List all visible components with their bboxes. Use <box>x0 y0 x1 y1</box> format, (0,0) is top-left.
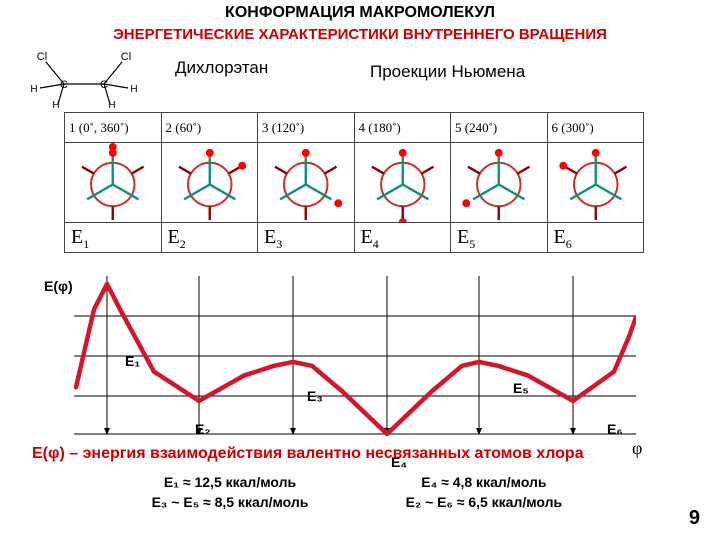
e-label-2: E2 <box>161 223 258 253</box>
newman-header-6: 6 (300˚) <box>547 113 644 143</box>
svg-text:Cl: Cl <box>37 51 47 63</box>
e-label-1: E1 <box>65 223 162 253</box>
e-label-3: E3 <box>258 223 355 253</box>
e-label-4: E4 <box>354 223 451 253</box>
curve-label-e2: E₂ <box>195 421 211 437</box>
svg-text:H: H <box>52 100 59 108</box>
energy-chart <box>74 276 636 436</box>
newman-proj-3 <box>258 143 355 223</box>
e3e5-value: E₃ ~ E₅ ≈ 8,5 ккал/моль <box>100 494 360 510</box>
newman-proj-6 <box>547 143 644 223</box>
curve-label-e5: E₅ <box>513 380 529 396</box>
svg-text:Cl: Cl <box>121 51 131 63</box>
svg-text:H: H <box>30 84 37 95</box>
newman-proj-2 <box>161 143 258 223</box>
newman-header-2: 2 (60˚) <box>161 113 258 143</box>
newman-label: Проекции Ньюмена <box>370 62 525 82</box>
title-sub: ЭНЕРГЕТИЧЕСКИЕ ХАРАКТЕРИСТИКИ ВНУТРЕННЕГ… <box>0 26 720 43</box>
curve-label-e6: E₆ <box>607 421 623 437</box>
newman-proj-1 <box>65 143 162 223</box>
svg-text:H: H <box>108 100 115 108</box>
x-axis-label: φ <box>632 438 642 459</box>
title-main: КОНФОРМАЦИЯ МАКРОМОЛЕКУЛ <box>0 4 720 22</box>
svg-text:C: C <box>60 79 68 91</box>
newman-header-5: 5 (240˚) <box>451 113 548 143</box>
newman-proj-4 <box>354 143 451 223</box>
newman-table: 1 (0˚, 360˚)2 (60˚)3 (120˚)4 (180˚)5 (24… <box>64 112 644 253</box>
newman-header-4: 4 (180˚) <box>354 113 451 143</box>
curve-label-e3: E₃ <box>307 388 323 404</box>
e2e6-value: E₂ ~ E₆ ≈ 6,5 ккал/моль <box>364 494 604 510</box>
curve-label-e1: E₁ <box>125 353 140 369</box>
e1-value: E₁ ≈ 12,5 ккал/моль <box>100 474 360 490</box>
newman-header-1: 1 (0˚, 360˚) <box>65 113 162 143</box>
caption-red: E(φ) – энергия взаимодействия валентно н… <box>32 445 584 463</box>
y-axis-label: E(φ) <box>44 278 73 294</box>
e4-value: E₄ ≈ 4,8 ккал/моль <box>364 474 604 490</box>
svg-text:C: C <box>100 79 108 91</box>
e-label-5: E5 <box>451 223 548 253</box>
molecule-label: Дихлорэтан <box>175 58 268 78</box>
svg-text:H: H <box>130 84 137 95</box>
e-label-6: E6 <box>547 223 644 253</box>
dichloroethane-structure: C C Cl Cl H H H H <box>14 48 154 108</box>
slide-number: 9 <box>689 507 700 530</box>
newman-proj-5 <box>451 143 548 223</box>
newman-header-3: 3 (120˚) <box>258 113 355 143</box>
